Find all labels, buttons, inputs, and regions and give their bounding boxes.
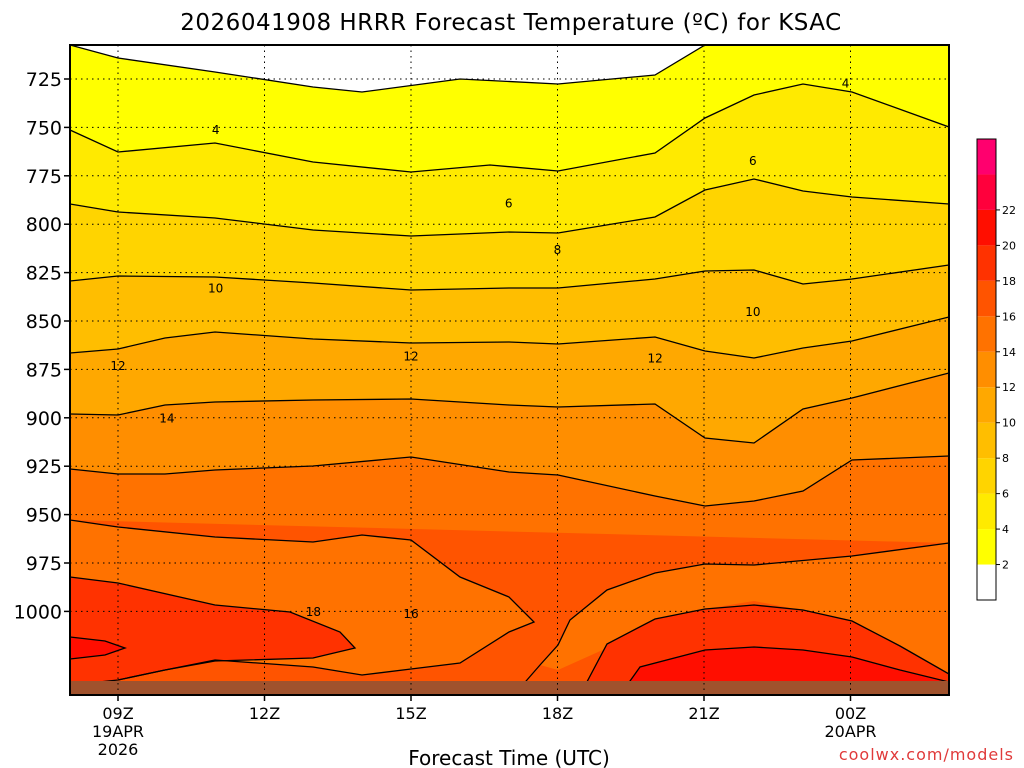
y-tick-label: 950 — [26, 505, 62, 527]
colorbar-swatch — [977, 387, 996, 423]
contour-label: 10 — [745, 305, 760, 319]
x-tick-label: 21Z — [688, 704, 719, 723]
y-tick-label: 900 — [26, 408, 62, 430]
x-tick-label: 15Z — [395, 704, 426, 723]
x-tick-label: 20APR — [824, 722, 876, 741]
colorbar-tick-label: 16 — [1002, 310, 1016, 323]
contour-label: 4 — [842, 76, 850, 90]
colorbar-tick-label: 18 — [1002, 275, 1016, 288]
colorbar-tick-label: 12 — [1002, 381, 1016, 394]
y-tick-label: 925 — [26, 456, 62, 478]
y-tick-label: 800 — [26, 214, 62, 236]
colorbar-swatch — [977, 422, 996, 459]
colorbar-swatch — [977, 564, 996, 600]
grid-lines — [70, 45, 949, 695]
x-tick-label: 12Z — [249, 704, 280, 723]
colorbar-tick-label: 10 — [1002, 417, 1016, 430]
x-tick-label: 19APR — [92, 722, 144, 741]
ground-shading — [70, 681, 949, 695]
contour-line-20-west — [70, 636, 127, 660]
band-20-22 — [70, 637, 949, 695]
contour-label: 12 — [648, 351, 663, 365]
contour-line-20-east — [619, 646, 949, 695]
contour-label: 12 — [110, 359, 125, 373]
contour-label: 14 — [159, 411, 174, 425]
contour-line-14 — [70, 455, 949, 507]
colorbar: 2 4 6 8 10 12 14 16 18 20 22 — [976, 138, 1016, 601]
colorbar-tick-label: 8 — [1002, 452, 1009, 465]
contour-label: 12 — [403, 349, 418, 363]
colorbar-swatch — [977, 174, 996, 210]
colorbar-tick-label: 14 — [1002, 346, 1016, 359]
contour-labels: 4 4 6 6 8 10 10 12 12 12 14 16 18 — [110, 76, 850, 621]
contour-lines — [70, 45, 949, 695]
colorbar-tick-label: 20 — [1002, 239, 1016, 252]
y-axis: 725 750 775 800 825 850 875 900 925 950 975 1000 — [14, 69, 70, 623]
y-tick-label: 775 — [26, 166, 62, 188]
contour-line-12 — [70, 372, 949, 444]
contour-line-18-west — [70, 576, 357, 681]
contour-label: 18 — [306, 605, 321, 619]
y-tick-label: 750 — [26, 117, 62, 139]
contour-label: 6 — [749, 154, 757, 168]
y-tick-label: 1000 — [14, 601, 62, 623]
colorbar-tick-label: 22 — [1002, 204, 1016, 217]
colorbar-swatch — [977, 316, 996, 352]
contour-label: 10 — [208, 282, 223, 296]
contour-line-10 — [70, 316, 949, 359]
x-tick-label: 09Z — [102, 704, 133, 723]
y-tick-label: 850 — [26, 311, 62, 333]
colorbar-swatch — [977, 493, 996, 530]
credit-text: coolwx.com/models — [839, 745, 1014, 764]
x-axis-label: Forecast Time (UTC) — [408, 746, 610, 768]
contour-line-2 — [70, 45, 706, 93]
colorbar-frame — [976, 138, 997, 601]
y-tick-label: 825 — [26, 263, 62, 285]
contour-label: 8 — [554, 243, 562, 257]
contour-label: 16 — [403, 607, 418, 621]
contour-label: 4 — [212, 123, 220, 137]
contour-line-16-east — [519, 542, 949, 689]
colorbar-tick-label: 4 — [1002, 523, 1009, 536]
chart-title: 2026041908 HRRR Forecast Temperature (ºC… — [180, 10, 841, 36]
x-tick-label: 00Z — [835, 704, 866, 723]
colorbar-swatch — [977, 209, 996, 246]
y-tick-label: 975 — [26, 553, 62, 575]
plot-area: 4 4 6 6 8 10 10 12 12 12 14 16 18 — [70, 45, 949, 695]
colorbar-swatch — [977, 280, 996, 317]
contour-line-18-east — [579, 604, 949, 695]
colorbar-swatch — [977, 245, 996, 281]
colorbar-swatch — [977, 458, 996, 494]
colorbar-tick-label: 2 — [1002, 559, 1009, 572]
colorbar-swatch — [977, 139, 996, 175]
contour-line-16-west — [70, 519, 536, 686]
colorbar-swatch — [977, 351, 996, 388]
colorbar-swatch — [977, 529, 996, 565]
x-tick-label: 2026 — [98, 740, 139, 759]
contour-line-4 — [70, 83, 949, 173]
contour-label: 6 — [505, 196, 513, 210]
x-tick-label: 18Z — [542, 704, 573, 723]
y-tick-label: 725 — [26, 69, 62, 91]
y-tick-label: 875 — [26, 359, 62, 381]
colorbar-tick-label: 6 — [1002, 488, 1009, 501]
